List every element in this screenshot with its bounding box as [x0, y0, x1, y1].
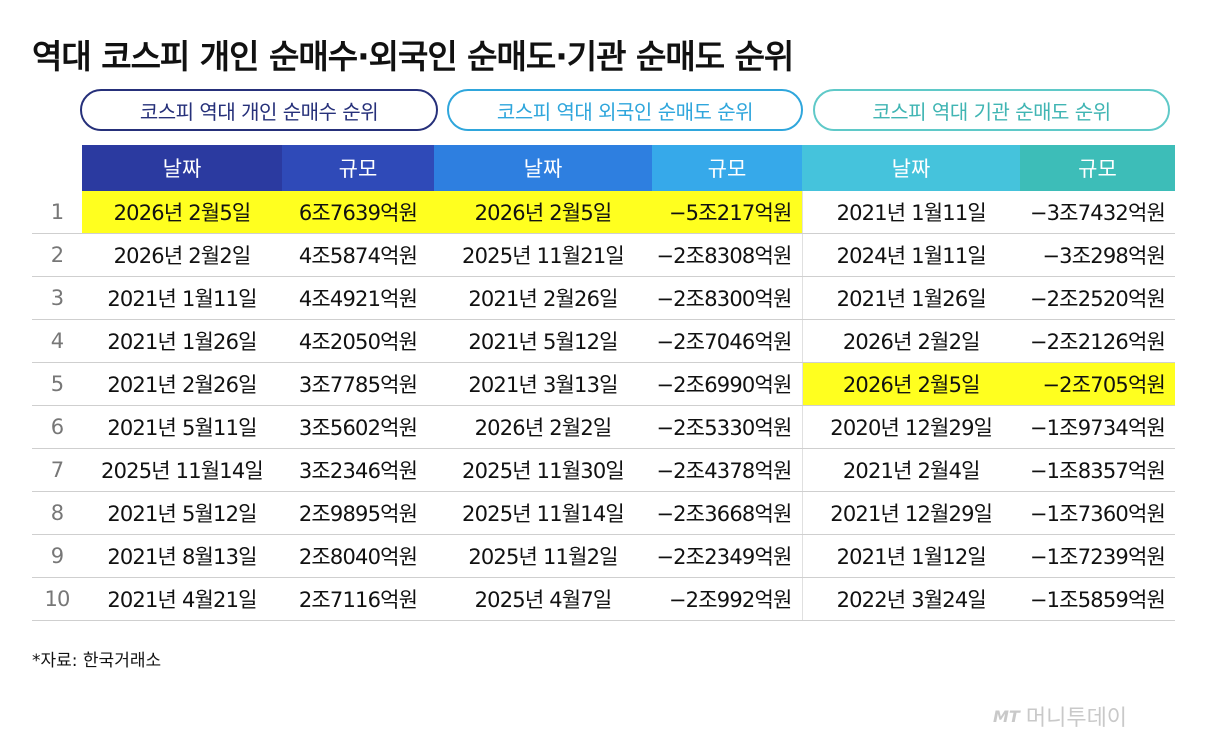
foreign-amount: −2조2349억원: [652, 534, 802, 578]
institution-date: 2021년 2월4일: [801, 448, 1020, 492]
institution-date: 2021년 1월11일: [801, 191, 1020, 234]
individual-date: 2025년 11월14일: [82, 448, 282, 492]
institution-date: 2020년 12월29일: [801, 405, 1020, 449]
individual-amount: 4조4921억원: [282, 276, 434, 320]
foreign-date: 2026년 2월2일: [434, 405, 652, 449]
institution-net-sell-label: 코스피 역대 기관 순매도 순위: [813, 89, 1170, 131]
publisher-logo: MT 머니투데이: [993, 700, 1127, 732]
individual-amount: 2조7116억원: [282, 577, 434, 621]
foreign-date: 2025년 11월21일: [434, 233, 652, 277]
header-foreign-amount: 규모: [652, 145, 802, 191]
foreign-amount: −2조4378억원: [652, 448, 802, 492]
institution-date: 2024년 1월11일: [801, 233, 1020, 277]
individual-date: 2021년 1월26일: [82, 319, 282, 363]
institution-amount: −2조2126억원: [1020, 319, 1175, 363]
table-row: 5 2021년 2월26일 3조7785억원 2021년 3월13일 −2조69…: [32, 362, 1175, 406]
table-row: 3 2021년 1월11일 4조4921억원 2021년 2월26일 −2조83…: [32, 276, 1175, 320]
institution-amount: −1조7239억원: [1020, 534, 1175, 578]
header-individual-amount: 규모: [282, 145, 434, 191]
table-row: 2 2026년 2월2일 4조5874억원 2025년 11월21일 −2조83…: [32, 233, 1175, 277]
foreign-amount: −2조8300억원: [652, 276, 802, 320]
logo-text: 머니투데이: [1025, 706, 1128, 731]
table-row: 4 2021년 1월26일 4조2050억원 2021년 5월12일 −2조70…: [32, 319, 1175, 363]
individual-amount: 3조7785억원: [282, 362, 434, 406]
foreign-net-sell-label: 코스피 역대 외국인 순매도 순위: [447, 89, 803, 131]
foreign-date: 2025년 4월7일: [434, 577, 652, 621]
rank-number: 3: [32, 276, 82, 320]
header-institution-amount: 규모: [1020, 145, 1175, 191]
rank-number: 9: [32, 534, 82, 578]
individual-amount: 2조9895억원: [282, 491, 434, 535]
rank-header: [32, 145, 82, 191]
rank-number: 10: [32, 577, 82, 621]
institution-amount: −2조705억원: [1020, 362, 1175, 406]
individual-amount: 4조2050억원: [282, 319, 434, 363]
individual-date: 2026년 2월2일: [82, 233, 282, 277]
individual-amount: 4조5874억원: [282, 233, 434, 277]
institution-amount: −1조5859억원: [1020, 577, 1175, 621]
rank-number: 8: [32, 491, 82, 535]
foreign-date: 2021년 3월13일: [434, 362, 652, 406]
rank-number: 4: [32, 319, 82, 363]
foreign-amount: −2조5330억원: [652, 405, 802, 449]
foreign-amount: −2조6990억원: [652, 362, 802, 406]
institution-amount: −1조7360억원: [1020, 491, 1175, 535]
foreign-date: 2025년 11월30일: [434, 448, 652, 492]
individual-amount: 2조8040억원: [282, 534, 434, 578]
table-row: 9 2021년 8월13일 2조8040억원 2025년 11월2일 −2조23…: [32, 534, 1175, 578]
rank-number: 1: [32, 191, 82, 234]
individual-amount: 3조5602억원: [282, 405, 434, 449]
institution-date: 2026년 2월5일: [801, 362, 1020, 406]
individual-amount: 3조2346억원: [282, 448, 434, 492]
foreign-date: 2021년 2월26일: [434, 276, 652, 320]
individual-date: 2021년 2월26일: [82, 362, 282, 406]
institution-date: 2021년 1월12일: [801, 534, 1020, 578]
logo-mark: MT: [993, 706, 1020, 726]
table-row: 8 2021년 5월12일 2조9895억원 2025년 11월14일 −2조3…: [32, 491, 1175, 535]
foreign-date: 2021년 5월12일: [434, 319, 652, 363]
foreign-amount: −5조217억원: [652, 191, 802, 234]
individual-net-buy-label: 코스피 역대 개인 순매수 순위: [80, 89, 438, 131]
institution-date: 2022년 3월24일: [801, 577, 1020, 621]
institution-date: 2021년 1월26일: [801, 276, 1020, 320]
foreign-date: 2025년 11월14일: [434, 491, 652, 535]
individual-date: 2021년 4월21일: [82, 577, 282, 621]
individual-amount: 6조7639억원: [282, 191, 434, 234]
rank-number: 2: [32, 233, 82, 277]
institution-amount: −3조298억원: [1020, 233, 1175, 277]
source-note: *자료: 한국거래소: [32, 651, 162, 671]
institution-date: 2026년 2월2일: [801, 319, 1020, 363]
header-institution-date: 날짜: [802, 145, 1020, 191]
table-row: 10 2021년 4월21일 2조7116억원 2025년 4월7일 −2조99…: [32, 577, 1175, 621]
individual-date: 2021년 5월12일: [82, 491, 282, 535]
foreign-date: 2026년 2월5일: [434, 191, 652, 234]
institution-amount: −1조8357억원: [1020, 448, 1175, 492]
institution-amount: −1조9734억원: [1020, 405, 1175, 449]
rank-number: 7: [32, 448, 82, 492]
institution-amount: −2조2520억원: [1020, 276, 1175, 320]
ranking-table: 날짜 규모 날짜 규모 날짜 규모 1 2026년 2월5일 6조7639억원 …: [32, 145, 1175, 621]
individual-date: 2021년 1월11일: [82, 276, 282, 320]
table-row: 1 2026년 2월5일 6조7639억원 2026년 2월5일 −5조217억…: [32, 191, 1175, 234]
foreign-date: 2025년 11월2일: [434, 534, 652, 578]
individual-date: 2021년 5월11일: [82, 405, 282, 449]
page-title: 역대 코스피 개인 순매수·외국인 순매도·기관 순매도 순위: [32, 37, 794, 76]
rank-number: 6: [32, 405, 82, 449]
institution-amount: −3조7432억원: [1020, 191, 1175, 234]
individual-date: 2026년 2월5일: [82, 191, 282, 234]
rank-number: 5: [32, 362, 82, 406]
header-individual-date: 날짜: [82, 145, 282, 191]
foreign-amount: −2조7046억원: [652, 319, 802, 363]
table-header-row: 날짜 규모 날짜 규모 날짜 규모: [32, 145, 1175, 191]
header-foreign-date: 날짜: [434, 145, 652, 191]
foreign-amount: −2조992억원: [652, 577, 802, 621]
foreign-amount: −2조3668억원: [652, 491, 802, 535]
table-row: 7 2025년 11월14일 3조2346억원 2025년 11월30일 −2조…: [32, 448, 1175, 492]
table-row: 6 2021년 5월11일 3조5602억원 2026년 2월2일 −2조533…: [32, 405, 1175, 449]
institution-date: 2021년 12월29일: [801, 491, 1020, 535]
individual-date: 2021년 8월13일: [82, 534, 282, 578]
foreign-amount: −2조8308억원: [652, 233, 802, 277]
